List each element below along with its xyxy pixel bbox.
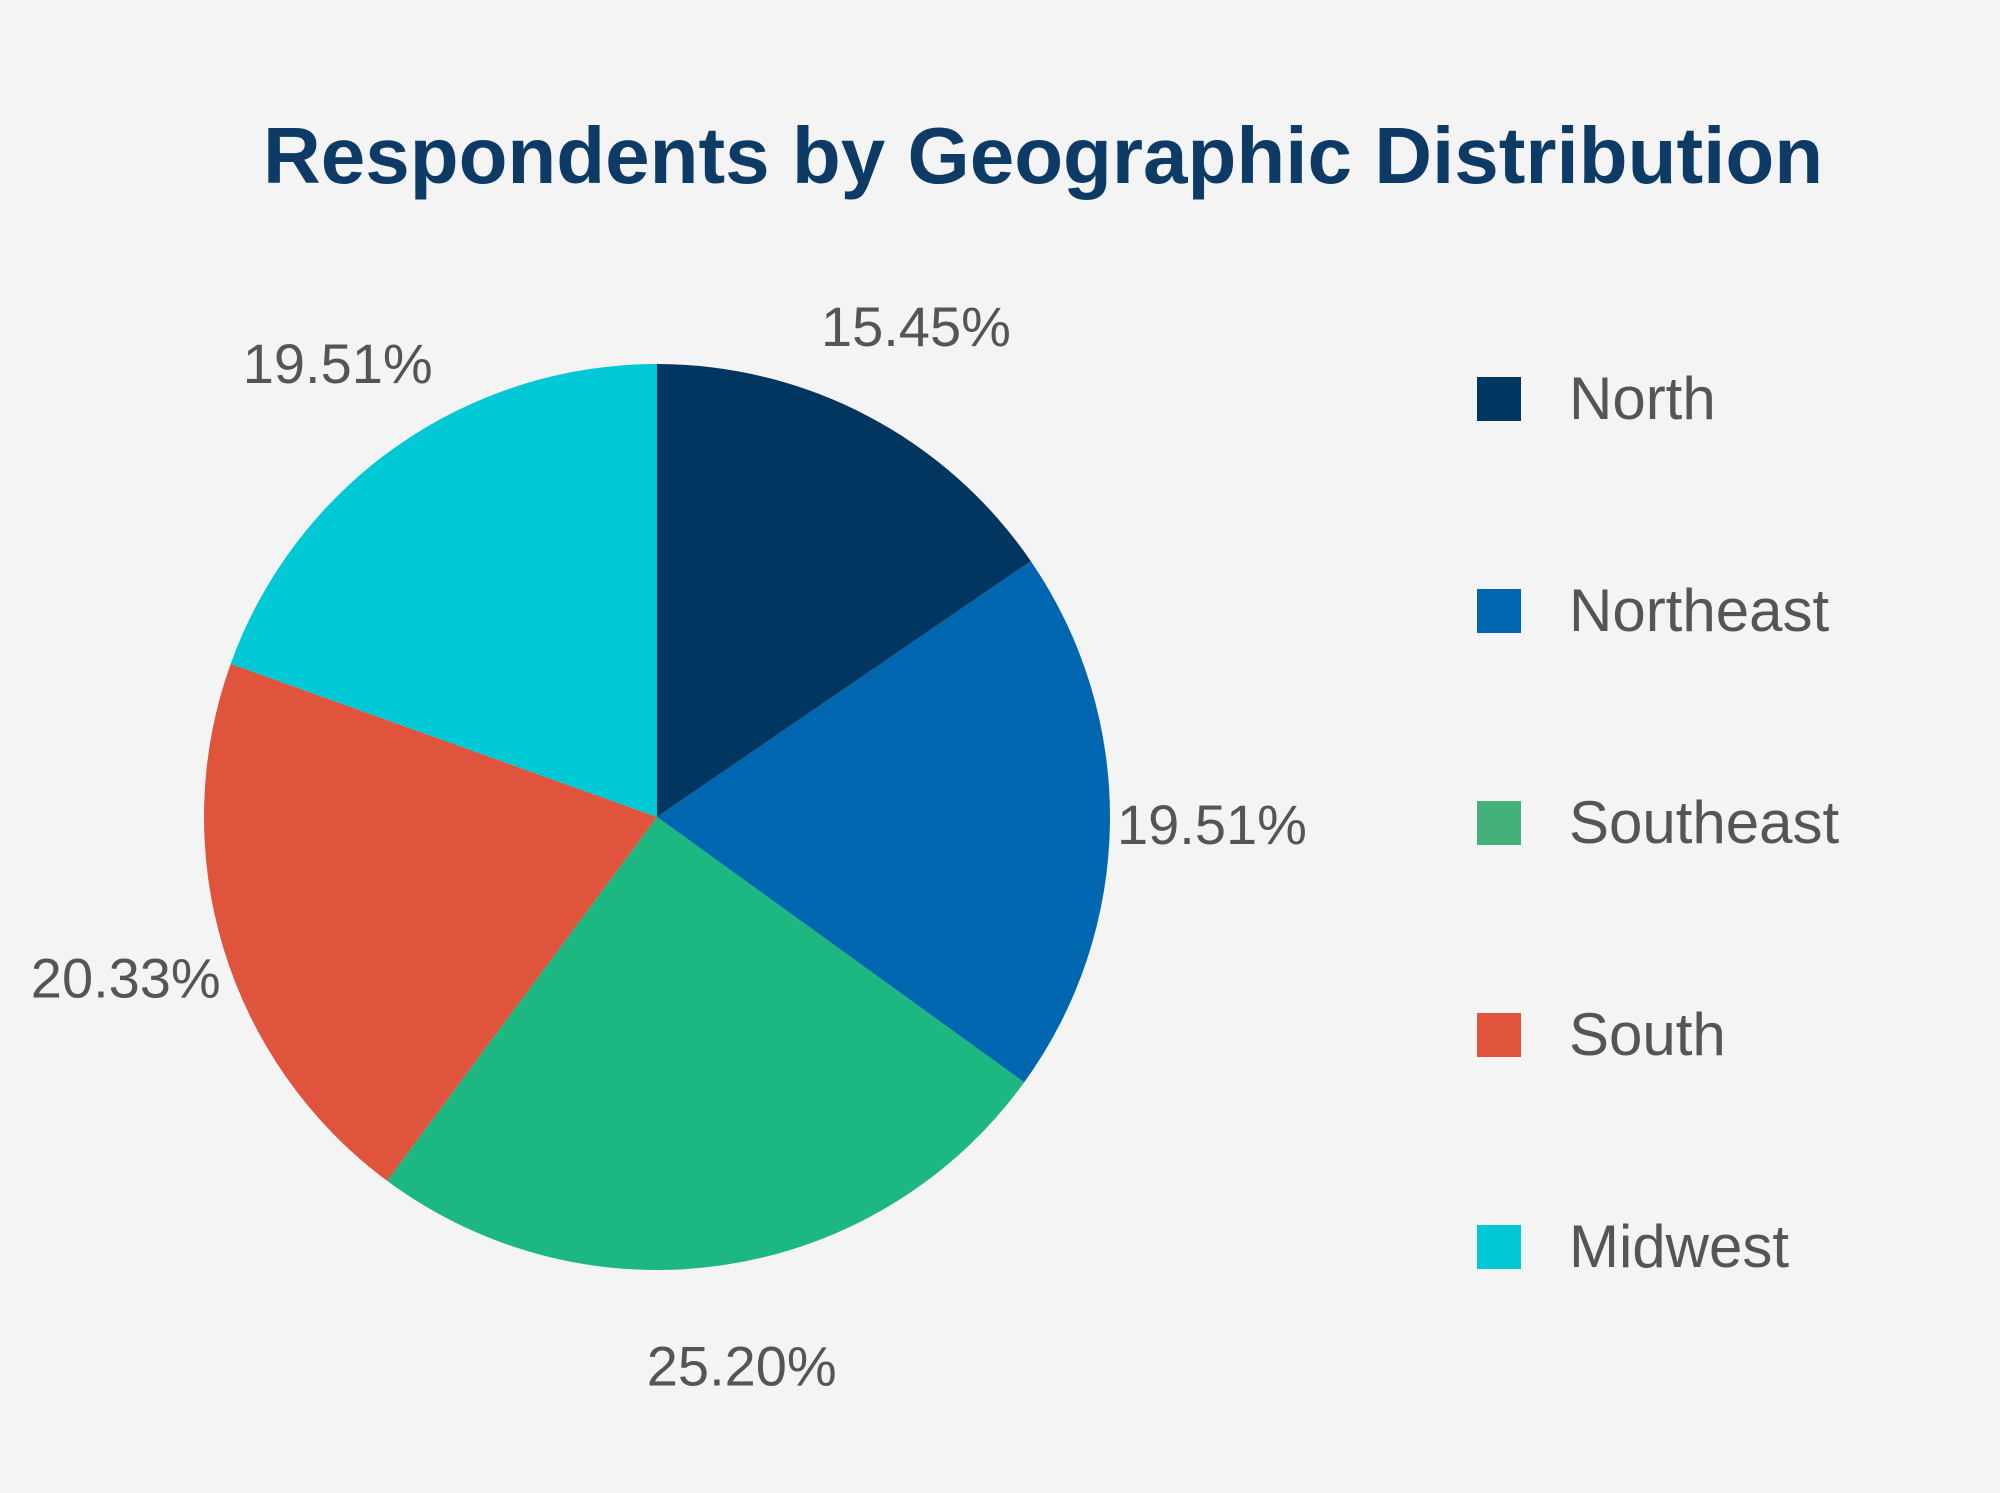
pie-slice-north bbox=[657, 364, 1031, 817]
slice-label-north: 15.45% bbox=[821, 295, 1011, 358]
pie-slice-northeast bbox=[657, 561, 1110, 1083]
legend-swatch-midwest bbox=[1477, 1225, 1521, 1269]
legend-swatch-northeast bbox=[1477, 589, 1521, 633]
slice-label-south: 20.33% bbox=[31, 947, 221, 1010]
pie-slice-labels: 15.45% 19.51% 25.20% 20.33% 19.51% bbox=[31, 295, 1307, 1397]
legend-label-south: South bbox=[1569, 1001, 1726, 1068]
legend-label-midwest: Midwest bbox=[1569, 1213, 1789, 1280]
pie-slice-midwest bbox=[230, 364, 657, 817]
legend-item-south: South bbox=[1477, 1001, 1726, 1068]
legend-swatch-north bbox=[1477, 377, 1521, 421]
legend-item-southeast: Southeast bbox=[1477, 789, 1840, 856]
legend-swatch-southeast bbox=[1477, 801, 1521, 845]
legend-item-midwest: Midwest bbox=[1477, 1213, 1789, 1280]
chart-title: Respondents by Geographic Distribution bbox=[263, 111, 1823, 200]
legend-label-northeast: Northeast bbox=[1569, 577, 1829, 644]
legend: North Northeast Southeast South Midwest bbox=[1477, 365, 1840, 1280]
slice-label-southeast: 25.20% bbox=[647, 1334, 837, 1397]
pie-slice-south bbox=[204, 663, 657, 1181]
pie-slices bbox=[204, 364, 1110, 1271]
slice-label-midwest: 19.51% bbox=[243, 332, 433, 395]
legend-item-north: North bbox=[1477, 365, 1716, 432]
pie-slice-southeast bbox=[387, 817, 1025, 1271]
slice-label-northeast: 19.51% bbox=[1117, 793, 1307, 856]
legend-swatch-south bbox=[1477, 1013, 1521, 1057]
legend-item-northeast: Northeast bbox=[1477, 577, 1829, 644]
legend-label-north: North bbox=[1569, 365, 1716, 432]
legend-label-southeast: Southeast bbox=[1569, 789, 1840, 856]
